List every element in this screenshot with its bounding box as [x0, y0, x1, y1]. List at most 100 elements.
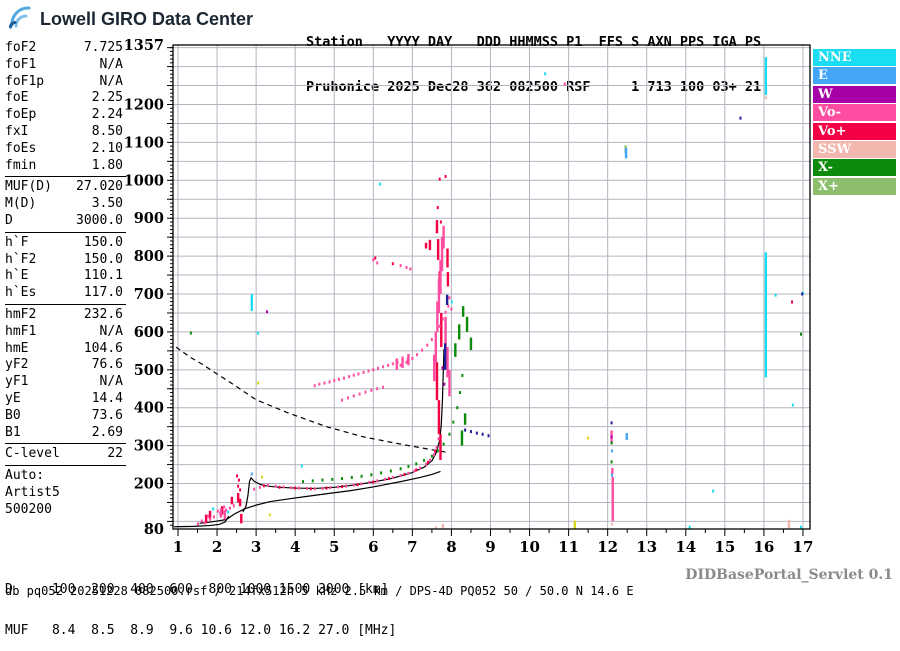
series-w: [266, 310, 613, 439]
divider: [5, 231, 126, 233]
svg-text:10: 10: [519, 538, 540, 556]
param-label: foF1p: [5, 73, 45, 89]
param-value: 2.24: [91, 107, 123, 123]
svg-text:9: 9: [485, 538, 495, 556]
plot-frame: [172, 44, 811, 530]
param-value: 150.0: [83, 251, 123, 267]
giro-waves-icon: [8, 4, 35, 34]
trace-curves: [174, 346, 446, 528]
param-label: hmF2: [5, 306, 37, 322]
svg-text:6: 6: [368, 538, 378, 556]
param-value: N/A: [99, 323, 123, 339]
param-row: yF1 N/A: [5, 374, 123, 391]
param-value: 76.6: [91, 357, 123, 373]
legend-item-nne: NNE: [813, 49, 896, 66]
divider: [5, 443, 126, 445]
param-value: 1.80: [91, 157, 123, 173]
param-row: B0 73.6: [5, 408, 123, 425]
param-row: foF1 N/A: [5, 57, 123, 74]
gridlines: [173, 45, 810, 529]
param-value: 117.0: [83, 285, 123, 301]
param-row: hmF1 N/A: [5, 324, 123, 341]
svg-text:300: 300: [134, 438, 164, 455]
svg-text:16: 16: [753, 538, 774, 556]
autoscaling-info-line: 500200: [5, 501, 52, 517]
svg-text:11: 11: [558, 538, 579, 556]
svg-text:12: 12: [597, 538, 618, 556]
param-row: fxI 8.50: [5, 124, 123, 141]
param-label: yF2: [5, 357, 29, 373]
svg-text:4: 4: [290, 538, 300, 556]
svg-text:1100: 1100: [124, 134, 164, 151]
param-value: 150.0: [83, 234, 123, 250]
param-value: 2.10: [91, 140, 123, 156]
svg-text:13: 13: [636, 538, 657, 556]
param-label: h`F2: [5, 251, 37, 267]
param-value: 3000.0: [76, 212, 123, 228]
ionogram-parameter-panel: foF2 7.725 foF1 N/A foF1p N/A foE 2.25 foEp 2.24 f…: [5, 40, 126, 519]
series-vo: [204, 175, 794, 524]
param-row: hmE 104.6: [5, 341, 123, 358]
legend-item-x: X-: [813, 159, 896, 177]
param-value: 232.6: [83, 306, 123, 322]
param-label: foEs: [5, 140, 37, 156]
param-value: 2.69: [91, 424, 123, 440]
legend-item-ssw: SSW: [813, 140, 896, 158]
autoscaling-info-line: Artist5: [5, 484, 60, 500]
legend-item-vo: Vo-: [813, 104, 896, 122]
svg-text:500: 500: [134, 362, 164, 379]
param-value: 2.25: [91, 90, 123, 106]
logo-title: Lowell GIRO Data Center: [40, 8, 254, 29]
param-value: N/A: [99, 374, 123, 390]
param-label: foF1: [5, 56, 37, 72]
param-label: MUF(D): [5, 179, 52, 195]
param-row: h`F 150.0: [5, 235, 123, 252]
svg-text:3: 3: [251, 538, 261, 556]
muf-transmission-curve: [175, 346, 446, 453]
series-e: [250, 148, 629, 477]
series-nne: [212, 57, 804, 529]
svg-text:400: 400: [134, 400, 164, 417]
param-label: yF1: [5, 374, 29, 390]
muf-distance-scale: D 100 200 400 600 800 1000 1500 3000 [km…: [5, 556, 396, 651]
param-row: M(D) 3.50: [5, 196, 123, 213]
param-value: 8.50: [91, 123, 123, 139]
param-value: 3.50: [91, 196, 123, 212]
axis-labels: 1357120011001000900800700600500400300200…: [124, 37, 814, 556]
echo-direction-legend: NNE E W Vo- Vo+ SSW X- X+: [813, 49, 896, 196]
svg-text:80: 80: [144, 521, 164, 538]
param-label: M(D): [5, 196, 37, 212]
svg-text:8: 8: [446, 538, 456, 556]
param-label: h`F: [5, 234, 29, 250]
param-row: hmF2 232.6: [5, 307, 123, 324]
param-row: foEp 2.24: [5, 107, 123, 124]
param-value: 27.020: [76, 179, 123, 195]
param-value: 104.6: [83, 340, 123, 356]
param-row: B1 2.69: [5, 425, 123, 442]
divider: [5, 303, 126, 305]
param-label: D: [5, 212, 13, 228]
param-row: MUF(D) 27.020: [5, 179, 123, 196]
param-label: fxI: [5, 123, 29, 139]
autoscaling-info-line: Auto:: [5, 468, 45, 484]
param-value: 7.725: [83, 40, 123, 55]
series-unlabelednavy: [443, 116, 804, 438]
param-value: N/A: [99, 73, 123, 89]
d-scale-row: D 100 200 400 600 800 1000 1500 3000 [km…: [5, 582, 389, 597]
param-row: h`F2 150.0: [5, 252, 123, 269]
svg-text:7: 7: [407, 538, 417, 556]
param-row: foF2 7.725: [5, 40, 123, 57]
param-row: h`E 110.1: [5, 268, 123, 285]
divider: [5, 465, 126, 467]
svg-text:200: 200: [134, 476, 164, 493]
true-height-profile: [199, 470, 441, 524]
divider: [5, 176, 126, 178]
param-value: 73.6: [91, 407, 123, 423]
param-value: 22: [107, 446, 123, 462]
param-row: yF2 76.6: [5, 357, 123, 374]
param-label: B0: [5, 407, 21, 423]
svg-text:700: 700: [134, 286, 164, 303]
param-value: 14.4: [91, 390, 123, 406]
legend-item-vo: Vo+: [813, 122, 896, 140]
param-row: C-level 22: [5, 446, 123, 463]
